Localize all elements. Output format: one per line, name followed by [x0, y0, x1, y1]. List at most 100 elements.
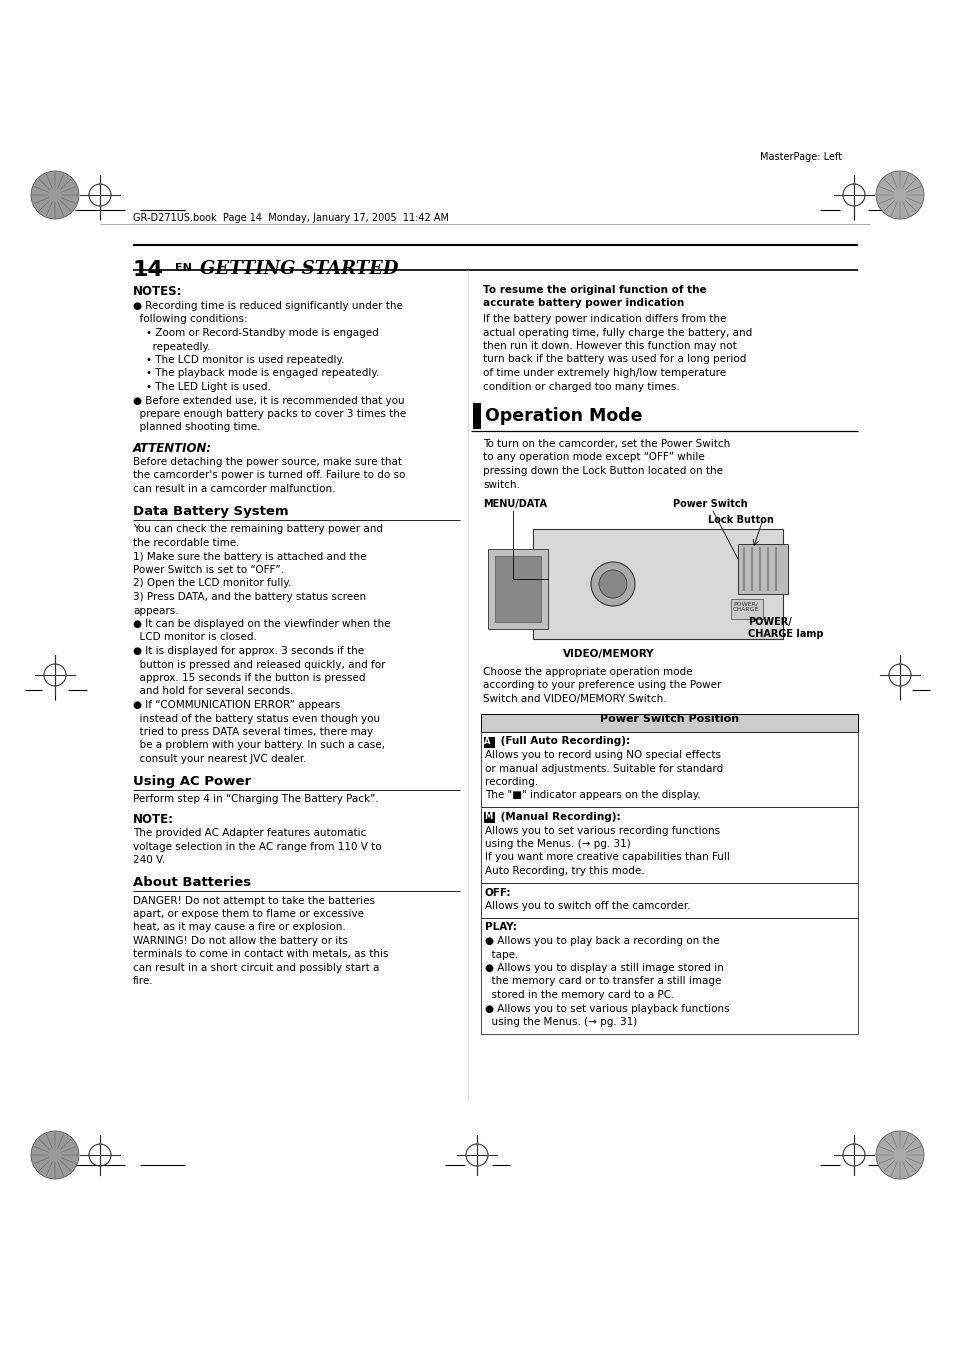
Bar: [480, 807, 857, 882]
Text: LCD monitor is closed.: LCD monitor is closed.: [132, 632, 256, 643]
Text: WARNING! Do not allow the battery or its: WARNING! Do not allow the battery or its: [132, 936, 348, 946]
Text: or manual adjustments. Suitable for standard: or manual adjustments. Suitable for stan…: [484, 763, 722, 774]
Text: To resume the original function of the: To resume the original function of the: [482, 285, 706, 295]
Text: ● It is displayed for approx. 3 seconds if the: ● It is displayed for approx. 3 seconds …: [132, 646, 364, 657]
Circle shape: [30, 172, 79, 219]
Text: 1) Make sure the battery is attached and the: 1) Make sure the battery is attached and…: [132, 551, 366, 562]
Bar: [480, 882, 857, 917]
Text: turn back if the battery was used for a long period: turn back if the battery was used for a …: [482, 354, 745, 365]
Text: accurate battery power indication: accurate battery power indication: [482, 299, 683, 308]
Text: switch.: switch.: [482, 480, 519, 489]
Text: condition or charged too many times.: condition or charged too many times.: [482, 381, 679, 392]
Text: be a problem with your battery. In such a case,: be a problem with your battery. In such …: [132, 740, 385, 751]
Text: To turn on the camcorder, set the Power Switch: To turn on the camcorder, set the Power …: [482, 439, 729, 449]
Bar: [730, 598, 762, 619]
Text: Allows you to record using NO special effects: Allows you to record using NO special ef…: [484, 750, 720, 761]
Text: the recordable time.: the recordable time.: [132, 538, 239, 549]
Text: fire.: fire.: [132, 977, 153, 986]
Text: can result in a camcorder malfunction.: can result in a camcorder malfunction.: [132, 484, 335, 494]
Text: tried to press DATA several times, there may: tried to press DATA several times, there…: [132, 727, 373, 738]
Text: repeatedly.: repeatedly.: [132, 342, 211, 351]
Text: Perform step 4 in “Charging The Battery Pack”.: Perform step 4 in “Charging The Battery …: [132, 794, 378, 804]
Text: Before detaching the power source, make sure that: Before detaching the power source, make …: [132, 457, 401, 467]
Text: appears.: appears.: [132, 605, 178, 616]
Text: the camcorder's power is turned off. Failure to do so: the camcorder's power is turned off. Fai…: [132, 470, 405, 481]
Text: (Manual Recording):: (Manual Recording):: [497, 812, 620, 821]
Text: button is pressed and released quickly, and for: button is pressed and released quickly, …: [132, 659, 385, 670]
Text: About Batteries: About Batteries: [132, 877, 251, 889]
Text: • The LCD monitor is used repeatedly.: • The LCD monitor is used repeatedly.: [132, 355, 344, 365]
Text: PLAY:: PLAY:: [484, 923, 517, 932]
Text: approx. 15 seconds if the button is pressed: approx. 15 seconds if the button is pres…: [132, 673, 365, 684]
Text: (Full Auto Recording):: (Full Auto Recording):: [497, 736, 630, 747]
Bar: [495, 557, 540, 621]
Text: If the battery power indication differs from the: If the battery power indication differs …: [482, 313, 725, 324]
Text: using the Menus. (→ pg. 31): using the Menus. (→ pg. 31): [484, 839, 630, 848]
Text: NOTES:: NOTES:: [132, 285, 182, 299]
Text: If you want more creative capabilities than Full: If you want more creative capabilities t…: [484, 852, 729, 862]
Text: MasterPage: Left: MasterPage: Left: [760, 153, 841, 162]
Text: using the Menus. (→ pg. 31): using the Menus. (→ pg. 31): [484, 1017, 637, 1027]
Text: then run it down. However this function may not: then run it down. However this function …: [482, 340, 736, 351]
Text: DANGER! Do not attempt to take the batteries: DANGER! Do not attempt to take the batte…: [132, 896, 375, 905]
Text: apart, or expose them to flame or excessive: apart, or expose them to flame or excess…: [132, 909, 364, 919]
Text: heat, as it may cause a fire or explosion.: heat, as it may cause a fire or explosio…: [132, 923, 345, 932]
Text: prepare enough battery packs to cover 3 times the: prepare enough battery packs to cover 3 …: [132, 409, 406, 419]
Text: can result in a short circuit and possibly start a: can result in a short circuit and possib…: [132, 963, 379, 973]
Text: GR-D271US.book  Page 14  Monday, January 17, 2005  11:42 AM: GR-D271US.book Page 14 Monday, January 1…: [132, 213, 449, 223]
Text: the memory card or to transfer a still image: the memory card or to transfer a still i…: [484, 977, 720, 986]
Text: ● It can be displayed on the viewfinder when the: ● It can be displayed on the viewfinder …: [132, 619, 390, 630]
Text: Choose the appropriate operation mode: Choose the appropriate operation mode: [482, 667, 692, 677]
Text: following conditions:: following conditions:: [132, 315, 248, 324]
Text: tape.: tape.: [484, 950, 517, 959]
Text: NOTE:: NOTE:: [132, 813, 173, 825]
Bar: [483, 812, 495, 823]
Text: Auto Recording, try this mode.: Auto Recording, try this mode.: [484, 866, 644, 875]
Text: according to your preference using the Power: according to your preference using the P…: [482, 681, 720, 690]
Bar: [738, 544, 787, 594]
Circle shape: [875, 1131, 923, 1179]
Circle shape: [590, 562, 635, 607]
Text: POWER/
CHARGE lamp: POWER/ CHARGE lamp: [747, 617, 822, 639]
Text: actual operating time, fully charge the battery, and: actual operating time, fully charge the …: [482, 327, 752, 338]
Text: consult your nearest JVC dealer.: consult your nearest JVC dealer.: [132, 754, 306, 765]
Text: 2) Open the LCD monitor fully.: 2) Open the LCD monitor fully.: [132, 578, 291, 589]
Circle shape: [30, 1131, 79, 1179]
Text: Using AC Power: Using AC Power: [132, 775, 251, 789]
Text: • The playback mode is engaged repeatedly.: • The playback mode is engaged repeatedl…: [132, 369, 379, 378]
Text: The "■" indicator appears on the display.: The "■" indicator appears on the display…: [484, 790, 700, 801]
Text: GETTING STARTED: GETTING STARTED: [200, 259, 398, 278]
Text: Power Switch Position: Power Switch Position: [599, 715, 739, 724]
Text: and hold for several seconds.: and hold for several seconds.: [132, 686, 294, 697]
Text: ATTENTION:: ATTENTION:: [132, 442, 212, 455]
Text: OFF:: OFF:: [484, 888, 511, 897]
Text: ● Allows you to set various playback functions: ● Allows you to set various playback fun…: [484, 1004, 729, 1013]
Bar: [533, 530, 782, 639]
Bar: [480, 731, 857, 807]
Text: • Zoom or Record-Standby mode is engaged: • Zoom or Record-Standby mode is engaged: [132, 328, 378, 338]
Text: terminals to come in contact with metals, as this: terminals to come in contact with metals…: [132, 950, 388, 959]
Text: You can check the remaining battery power and: You can check the remaining battery powe…: [132, 524, 382, 535]
Text: MENU/DATA: MENU/DATA: [482, 499, 546, 509]
Text: ● Recording time is reduced significantly under the: ● Recording time is reduced significantl…: [132, 301, 402, 311]
Text: Power Switch: Power Switch: [672, 499, 747, 509]
Bar: [473, 403, 480, 430]
Text: ● Allows you to play back a recording on the: ● Allows you to play back a recording on…: [484, 936, 719, 946]
Bar: [488, 549, 547, 630]
Text: Operation Mode: Operation Mode: [484, 407, 641, 426]
Text: M: M: [483, 812, 492, 821]
Text: voltage selection in the AC range from 110 V to: voltage selection in the AC range from 1…: [132, 842, 381, 851]
Text: 3) Press DATA, and the battery status screen: 3) Press DATA, and the battery status sc…: [132, 592, 366, 603]
Text: The provided AC Adapter features automatic: The provided AC Adapter features automat…: [132, 828, 366, 838]
Text: 14: 14: [132, 259, 164, 280]
Text: planned shooting time.: planned shooting time.: [132, 423, 260, 432]
Text: pressing down the Lock Button located on the: pressing down the Lock Button located on…: [482, 466, 722, 476]
Text: stored in the memory card to a PC.: stored in the memory card to a PC.: [484, 990, 674, 1000]
Text: VIDEO/MEMORY: VIDEO/MEMORY: [562, 648, 654, 659]
Text: to any operation mode except “OFF” while: to any operation mode except “OFF” while: [482, 453, 704, 462]
Text: POWER/
CHARGE: POWER/ CHARGE: [732, 601, 759, 612]
Text: Lock Button: Lock Button: [707, 515, 773, 526]
Bar: [480, 917, 857, 1034]
Bar: [483, 736, 495, 747]
Text: ● Allows you to display a still image stored in: ● Allows you to display a still image st…: [484, 963, 723, 973]
